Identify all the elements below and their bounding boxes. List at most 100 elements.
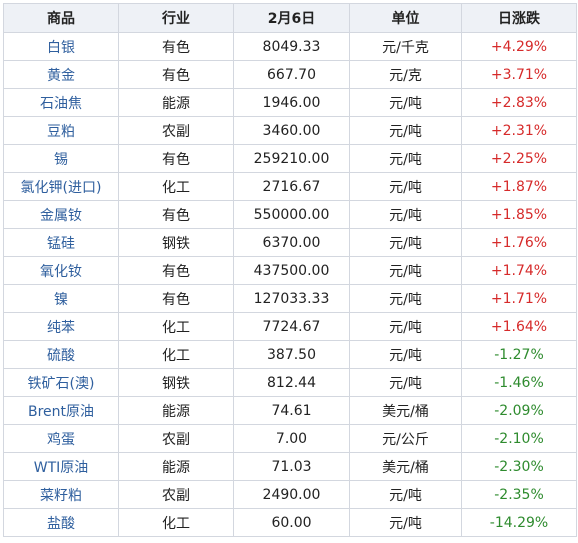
price-cell: 2490.00 [233, 480, 350, 509]
price-cell: 60.00 [233, 508, 350, 537]
commodity-name-link[interactable]: 铁矿石(澳) [3, 368, 119, 397]
unit-cell: 元/吨 [349, 200, 462, 229]
table-row: 镍有色 127033.33 元/吨 +1.71% [3, 284, 577, 313]
commodity-name-link[interactable]: Brent原油 [3, 396, 119, 425]
commodity-name-link[interactable]: 硫酸 [3, 340, 119, 369]
commodity-name-link[interactable]: 氯化钾(进口) [3, 172, 119, 201]
unit-cell: 元/吨 [349, 144, 462, 173]
daily-change-cell: -1.46% [461, 368, 577, 397]
unit-cell: 元/吨 [349, 172, 462, 201]
sector-cell: 化工 [118, 508, 234, 537]
sector-cell: 农副 [118, 424, 234, 453]
sector-cell: 农副 [118, 116, 234, 145]
header-commodity[interactable]: 商品 [3, 3, 119, 33]
unit-cell: 元/吨 [349, 340, 462, 369]
unit-cell: 元/吨 [349, 480, 462, 509]
price-cell: 7724.67 [233, 312, 350, 341]
price-cell: 74.61 [233, 396, 350, 425]
daily-change-cell: -2.35% [461, 480, 577, 509]
commodity-name-link[interactable]: 菜籽粕 [3, 480, 119, 509]
sector-cell: 有色 [118, 200, 234, 229]
price-cell: 387.50 [233, 340, 350, 369]
commodity-name-link[interactable]: 锰硅 [3, 228, 119, 257]
table-row: 石油焦 能源 1946.00 元/吨 +2.83% [3, 88, 577, 117]
unit-cell: 元/吨 [349, 256, 462, 285]
table-row: 硫酸 化工 387.50 元/吨 -1.27% [3, 340, 577, 369]
daily-change-cell: +4.29% [461, 32, 577, 61]
daily-change-cell: +3.71% [461, 60, 577, 89]
commodity-name-link[interactable]: 氧化钕 [3, 256, 119, 285]
sector-cell: 钢铁 [118, 228, 234, 257]
table-row: 氧化钕 有色 437500.00 元/吨 +1.74% [3, 256, 577, 285]
daily-change-cell: +2.83% [461, 88, 577, 117]
table-row: 纯苯 化工 7724.67 元/吨 +1.64% [3, 312, 577, 341]
table-row: 氯化钾(进口) 化工 2716.67 元/吨 +1.87% [3, 172, 577, 201]
unit-cell: 元/公斤 [349, 424, 462, 453]
daily-change-cell: -1.27% [461, 340, 577, 369]
price-cell: 667.70 [233, 60, 350, 89]
table-row: 白银 有色 8049.33 元/千克 +4.29% [3, 32, 577, 61]
price-cell: 1946.00 [233, 88, 350, 117]
table-row: 金属钕 有色 550000.00 元/吨 +1.85% [3, 200, 577, 229]
table-row: WTI原油 能源 71.03 美元/桶 -2.30% [3, 452, 577, 481]
commodity-name-link[interactable]: 石油焦 [3, 88, 119, 117]
daily-change-cell: +1.74% [461, 256, 577, 285]
commodity-name-link[interactable]: 镍 [3, 284, 119, 313]
unit-cell: 元/吨 [349, 88, 462, 117]
sector-cell: 有色 [118, 284, 234, 313]
commodity-name-link[interactable]: 豆粕 [3, 116, 119, 145]
price-cell: 127033.33 [233, 284, 350, 313]
table-row: 盐酸 化工 60.00 元/吨 -14.29% [3, 508, 577, 537]
unit-cell: 美元/桶 [349, 452, 462, 481]
table-header-row: 商品 行业 2月6日 单位 日涨跌 [3, 3, 577, 33]
commodity-name-link[interactable]: 盐酸 [3, 508, 119, 537]
unit-cell: 元/吨 [349, 284, 462, 313]
sector-cell: 化工 [118, 172, 234, 201]
price-cell: 437500.00 [233, 256, 350, 285]
commodity-name-link[interactable]: 黄金 [3, 60, 119, 89]
table-row: 菜籽粕 农副 2490.00 元/吨 -2.35% [3, 480, 577, 509]
daily-change-cell: +1.85% [461, 200, 577, 229]
unit-cell: 美元/桶 [349, 396, 462, 425]
daily-change-cell: +2.25% [461, 144, 577, 173]
price-cell: 71.03 [233, 452, 350, 481]
price-cell: 812.44 [233, 368, 350, 397]
price-cell: 7.00 [233, 424, 350, 453]
daily-change-cell: +1.76% [461, 228, 577, 257]
daily-change-cell: +1.87% [461, 172, 577, 201]
sector-cell: 能源 [118, 88, 234, 117]
daily-change-cell: -2.09% [461, 396, 577, 425]
commodity-name-link[interactable]: 白银 [3, 32, 119, 61]
sector-cell: 化工 [118, 340, 234, 369]
commodity-name-link[interactable]: 金属钕 [3, 200, 119, 229]
unit-cell: 元/克 [349, 60, 462, 89]
sector-cell: 化工 [118, 312, 234, 341]
unit-cell: 元/吨 [349, 116, 462, 145]
price-cell: 259210.00 [233, 144, 350, 173]
table-row: 铁矿石(澳) 钢铁 812.44 元/吨 -1.46% [3, 368, 577, 397]
price-cell: 8049.33 [233, 32, 350, 61]
unit-cell: 元/吨 [349, 312, 462, 341]
header-date-price[interactable]: 2月6日 [233, 3, 350, 33]
table-row: 锰硅 钢铁 6370.00 元/吨 +1.76% [3, 228, 577, 257]
price-cell: 2716.67 [233, 172, 350, 201]
sector-cell: 有色 [118, 60, 234, 89]
daily-change-cell: +1.64% [461, 312, 577, 341]
unit-cell: 元/吨 [349, 508, 462, 537]
header-daily-change[interactable]: 日涨跌 [461, 3, 577, 33]
commodity-name-link[interactable]: 鸡蛋 [3, 424, 119, 453]
table-row: 鸡蛋 农副 7.00 元/公斤 -2.10% [3, 424, 577, 453]
commodity-name-link[interactable]: 锡 [3, 144, 119, 173]
table-row: 豆粕 农副 3460.00 元/吨 +2.31% [3, 116, 577, 145]
commodity-price-table: 商品 行业 2月6日 单位 日涨跌 白银 有色 8049.33 元/千克 +4.29% 黄… [3, 3, 577, 537]
sector-cell: 能源 [118, 452, 234, 481]
daily-change-cell: -2.30% [461, 452, 577, 481]
table-row: 黄金 有色 667.70 元/克 +3.71% [3, 60, 577, 89]
header-sector[interactable]: 行业 [118, 3, 234, 33]
unit-cell: 元/吨 [349, 228, 462, 257]
sector-cell: 农副 [118, 480, 234, 509]
header-unit[interactable]: 单位 [349, 3, 462, 33]
price-cell: 550000.00 [233, 200, 350, 229]
commodity-name-link[interactable]: 纯苯 [3, 312, 119, 341]
commodity-name-link[interactable]: WTI原油 [3, 452, 119, 481]
